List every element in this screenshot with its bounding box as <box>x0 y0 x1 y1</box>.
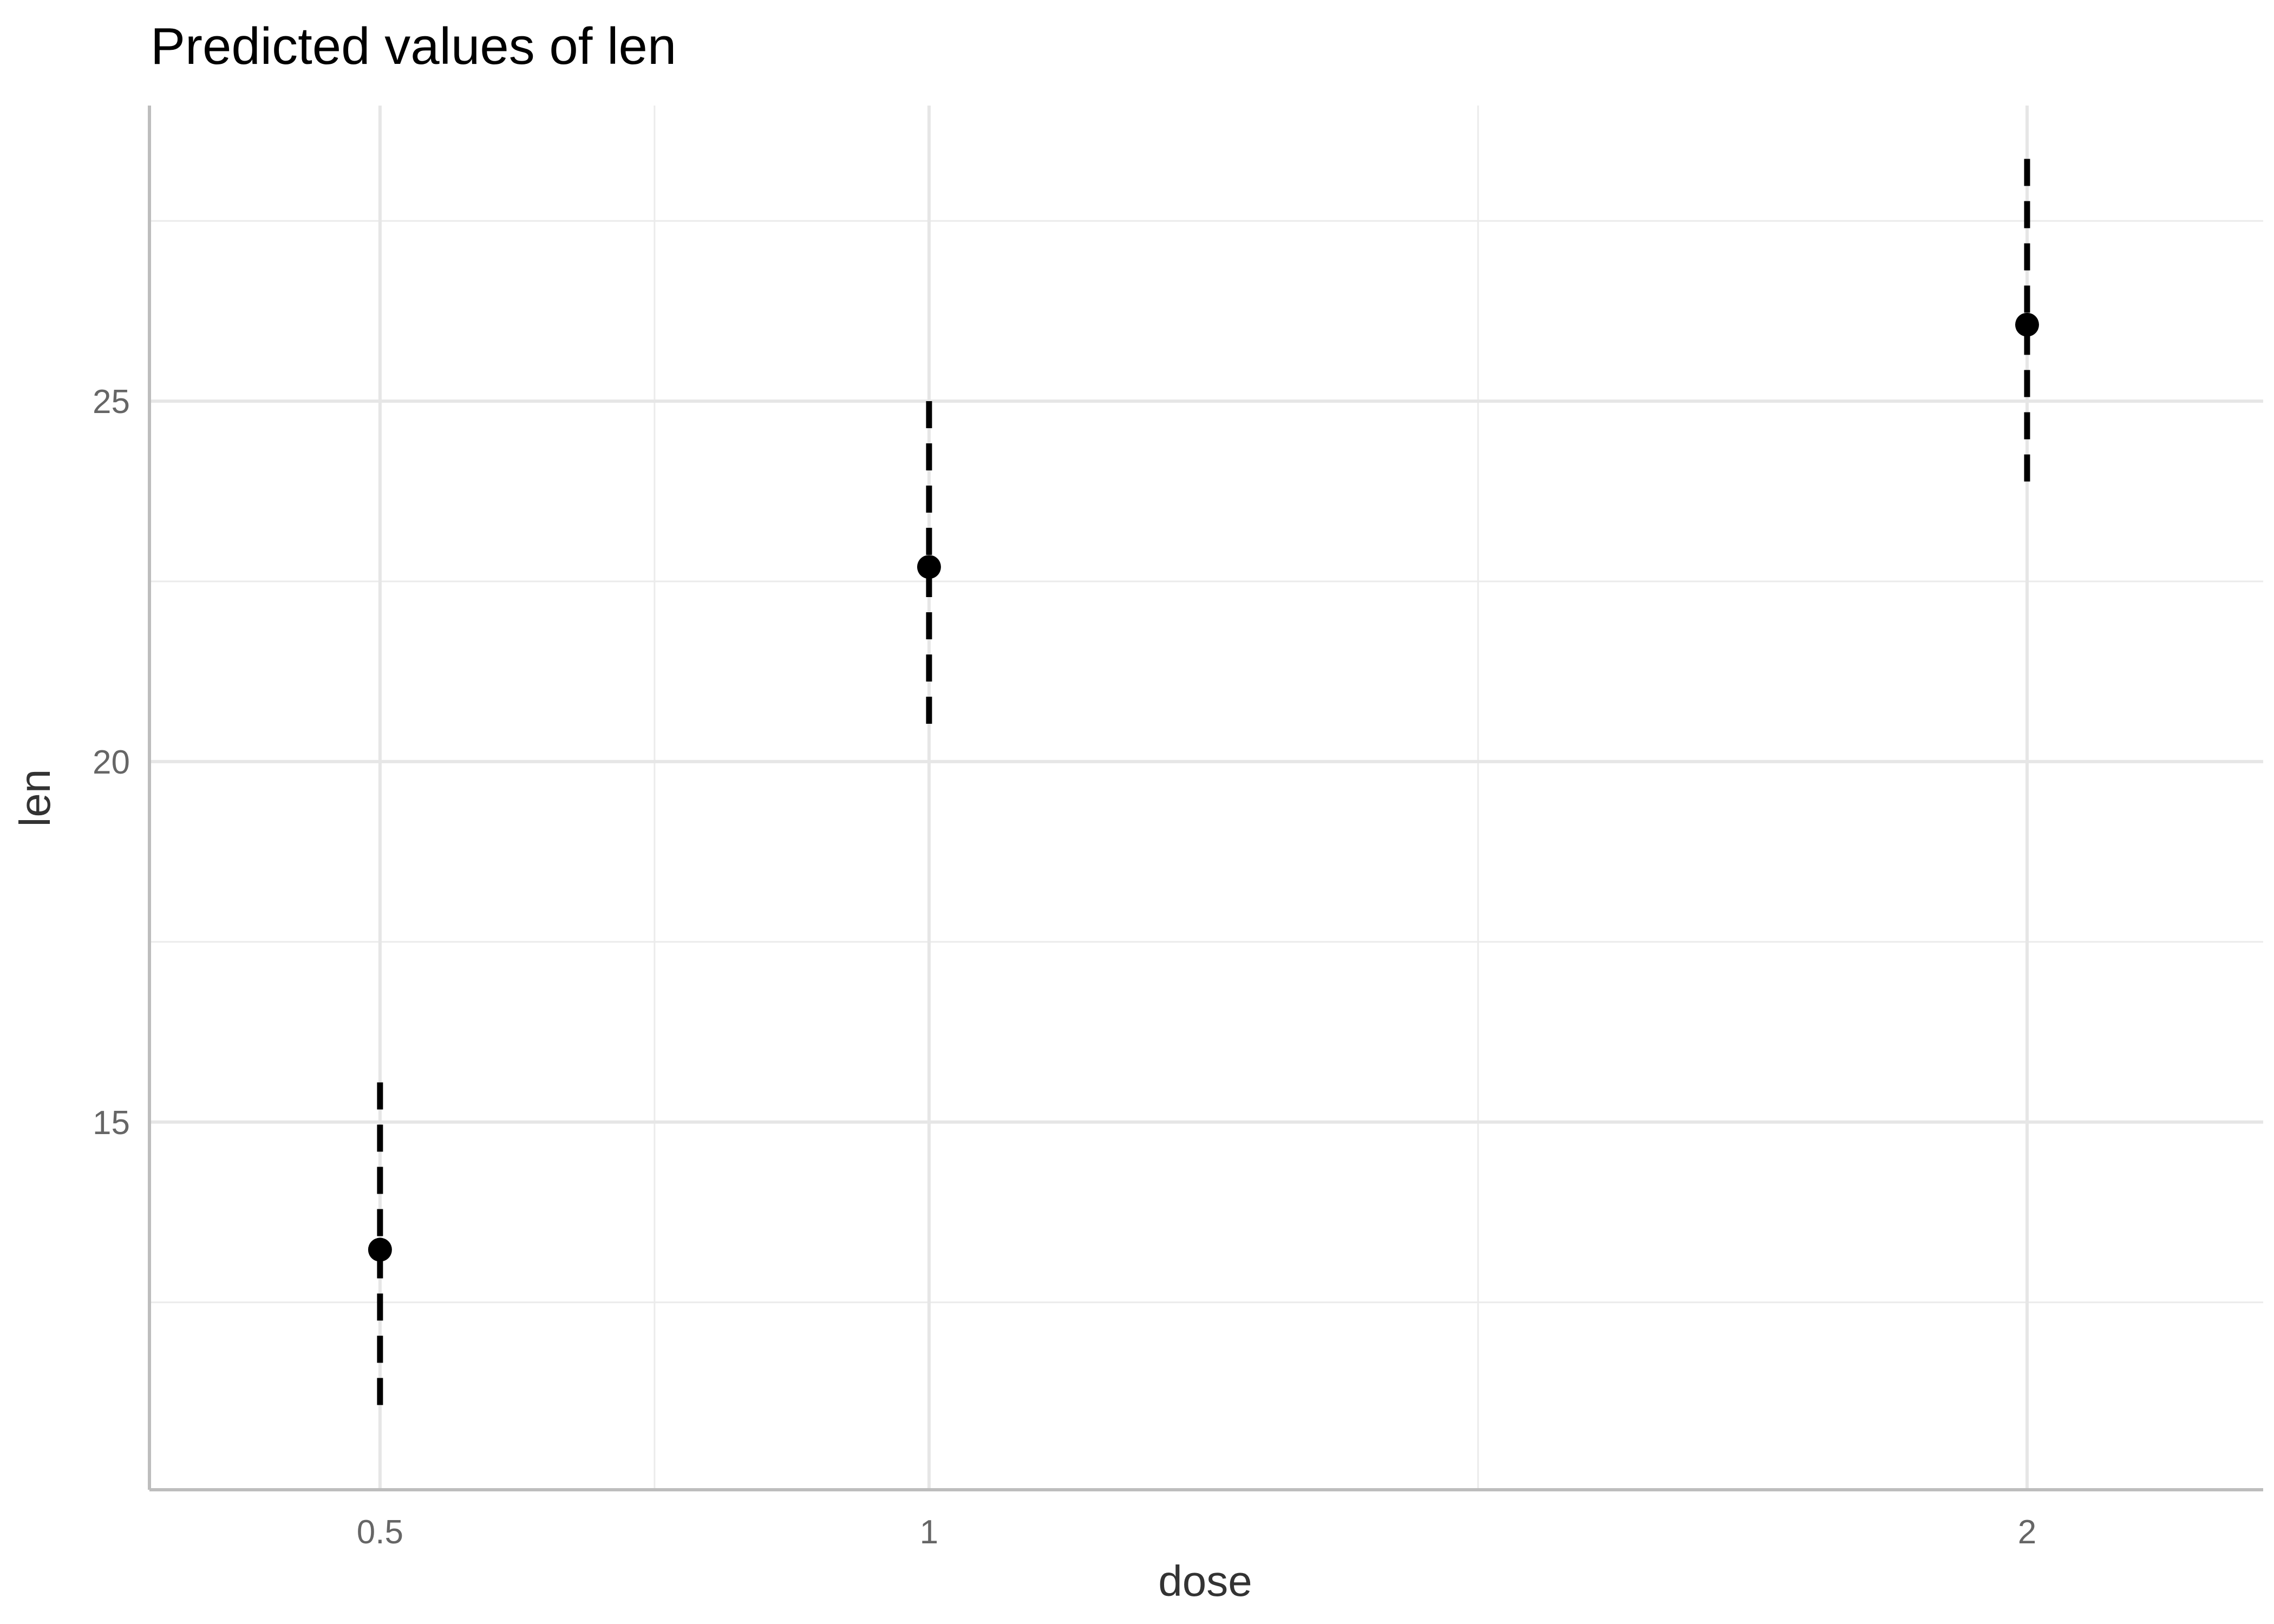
y-tick-label: 15 <box>93 1104 130 1142</box>
grid <box>149 106 2263 1490</box>
x-tick-label: 2 <box>2018 1514 2036 1551</box>
data-marks <box>368 159 2039 1415</box>
data-point <box>368 1237 392 1262</box>
data-point <box>917 555 941 579</box>
x-tick-label: 0.5 <box>357 1514 403 1551</box>
tick-labels: 0.5 1 2 15 20 25 <box>93 383 2036 1551</box>
y-tick-label: 20 <box>93 744 130 781</box>
x-axis-title: dose <box>1158 1557 1252 1605</box>
y-tick-label: 25 <box>93 383 130 421</box>
data-point <box>2015 312 2039 337</box>
chart-title: Predicted values of len <box>151 17 676 75</box>
y-axis-title: len <box>11 769 59 827</box>
x-tick-label: 1 <box>920 1514 938 1551</box>
